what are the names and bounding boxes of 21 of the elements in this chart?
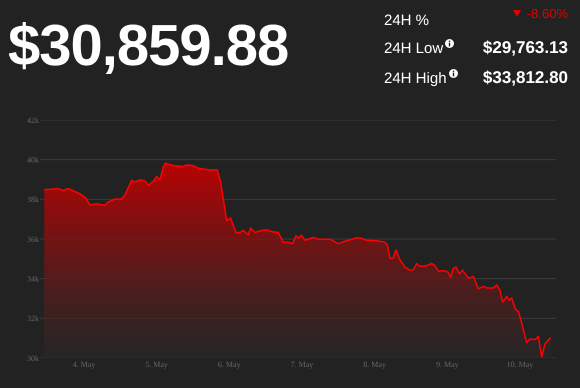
x-tick-label: 9. May: [436, 360, 459, 369]
y-tick-label: 30k: [27, 354, 39, 363]
y-tick-label: 36k: [27, 234, 39, 244]
y-tick-label: 38k: [27, 195, 39, 204]
x-tick-label: 10. May: [506, 360, 534, 369]
text: 24H High: [384, 70, 447, 87]
y-tick-label: 32k: [27, 314, 39, 324]
y-tick-label: 42k: [27, 116, 39, 125]
text: 24H %: [384, 12, 430, 29]
x-tick-label: 8. May: [363, 360, 386, 369]
x-tick-label: 6. May: [218, 360, 241, 369]
x-tick-label: 7. May: [290, 360, 314, 369]
x-tick-label: 4. May: [72, 360, 96, 369]
y-tick-label: 40k: [27, 155, 39, 164]
y-tick-label: 34k: [27, 274, 39, 284]
chart-title: $30,859.88: [8, 12, 288, 79]
x-tick-label: 5. May: [145, 360, 168, 369]
text: $29,763.13: [482, 38, 568, 58]
text: 24H Low: [384, 40, 444, 57]
text: -8.60%: [526, 6, 568, 21]
text: $33,812.80: [482, 68, 568, 88]
